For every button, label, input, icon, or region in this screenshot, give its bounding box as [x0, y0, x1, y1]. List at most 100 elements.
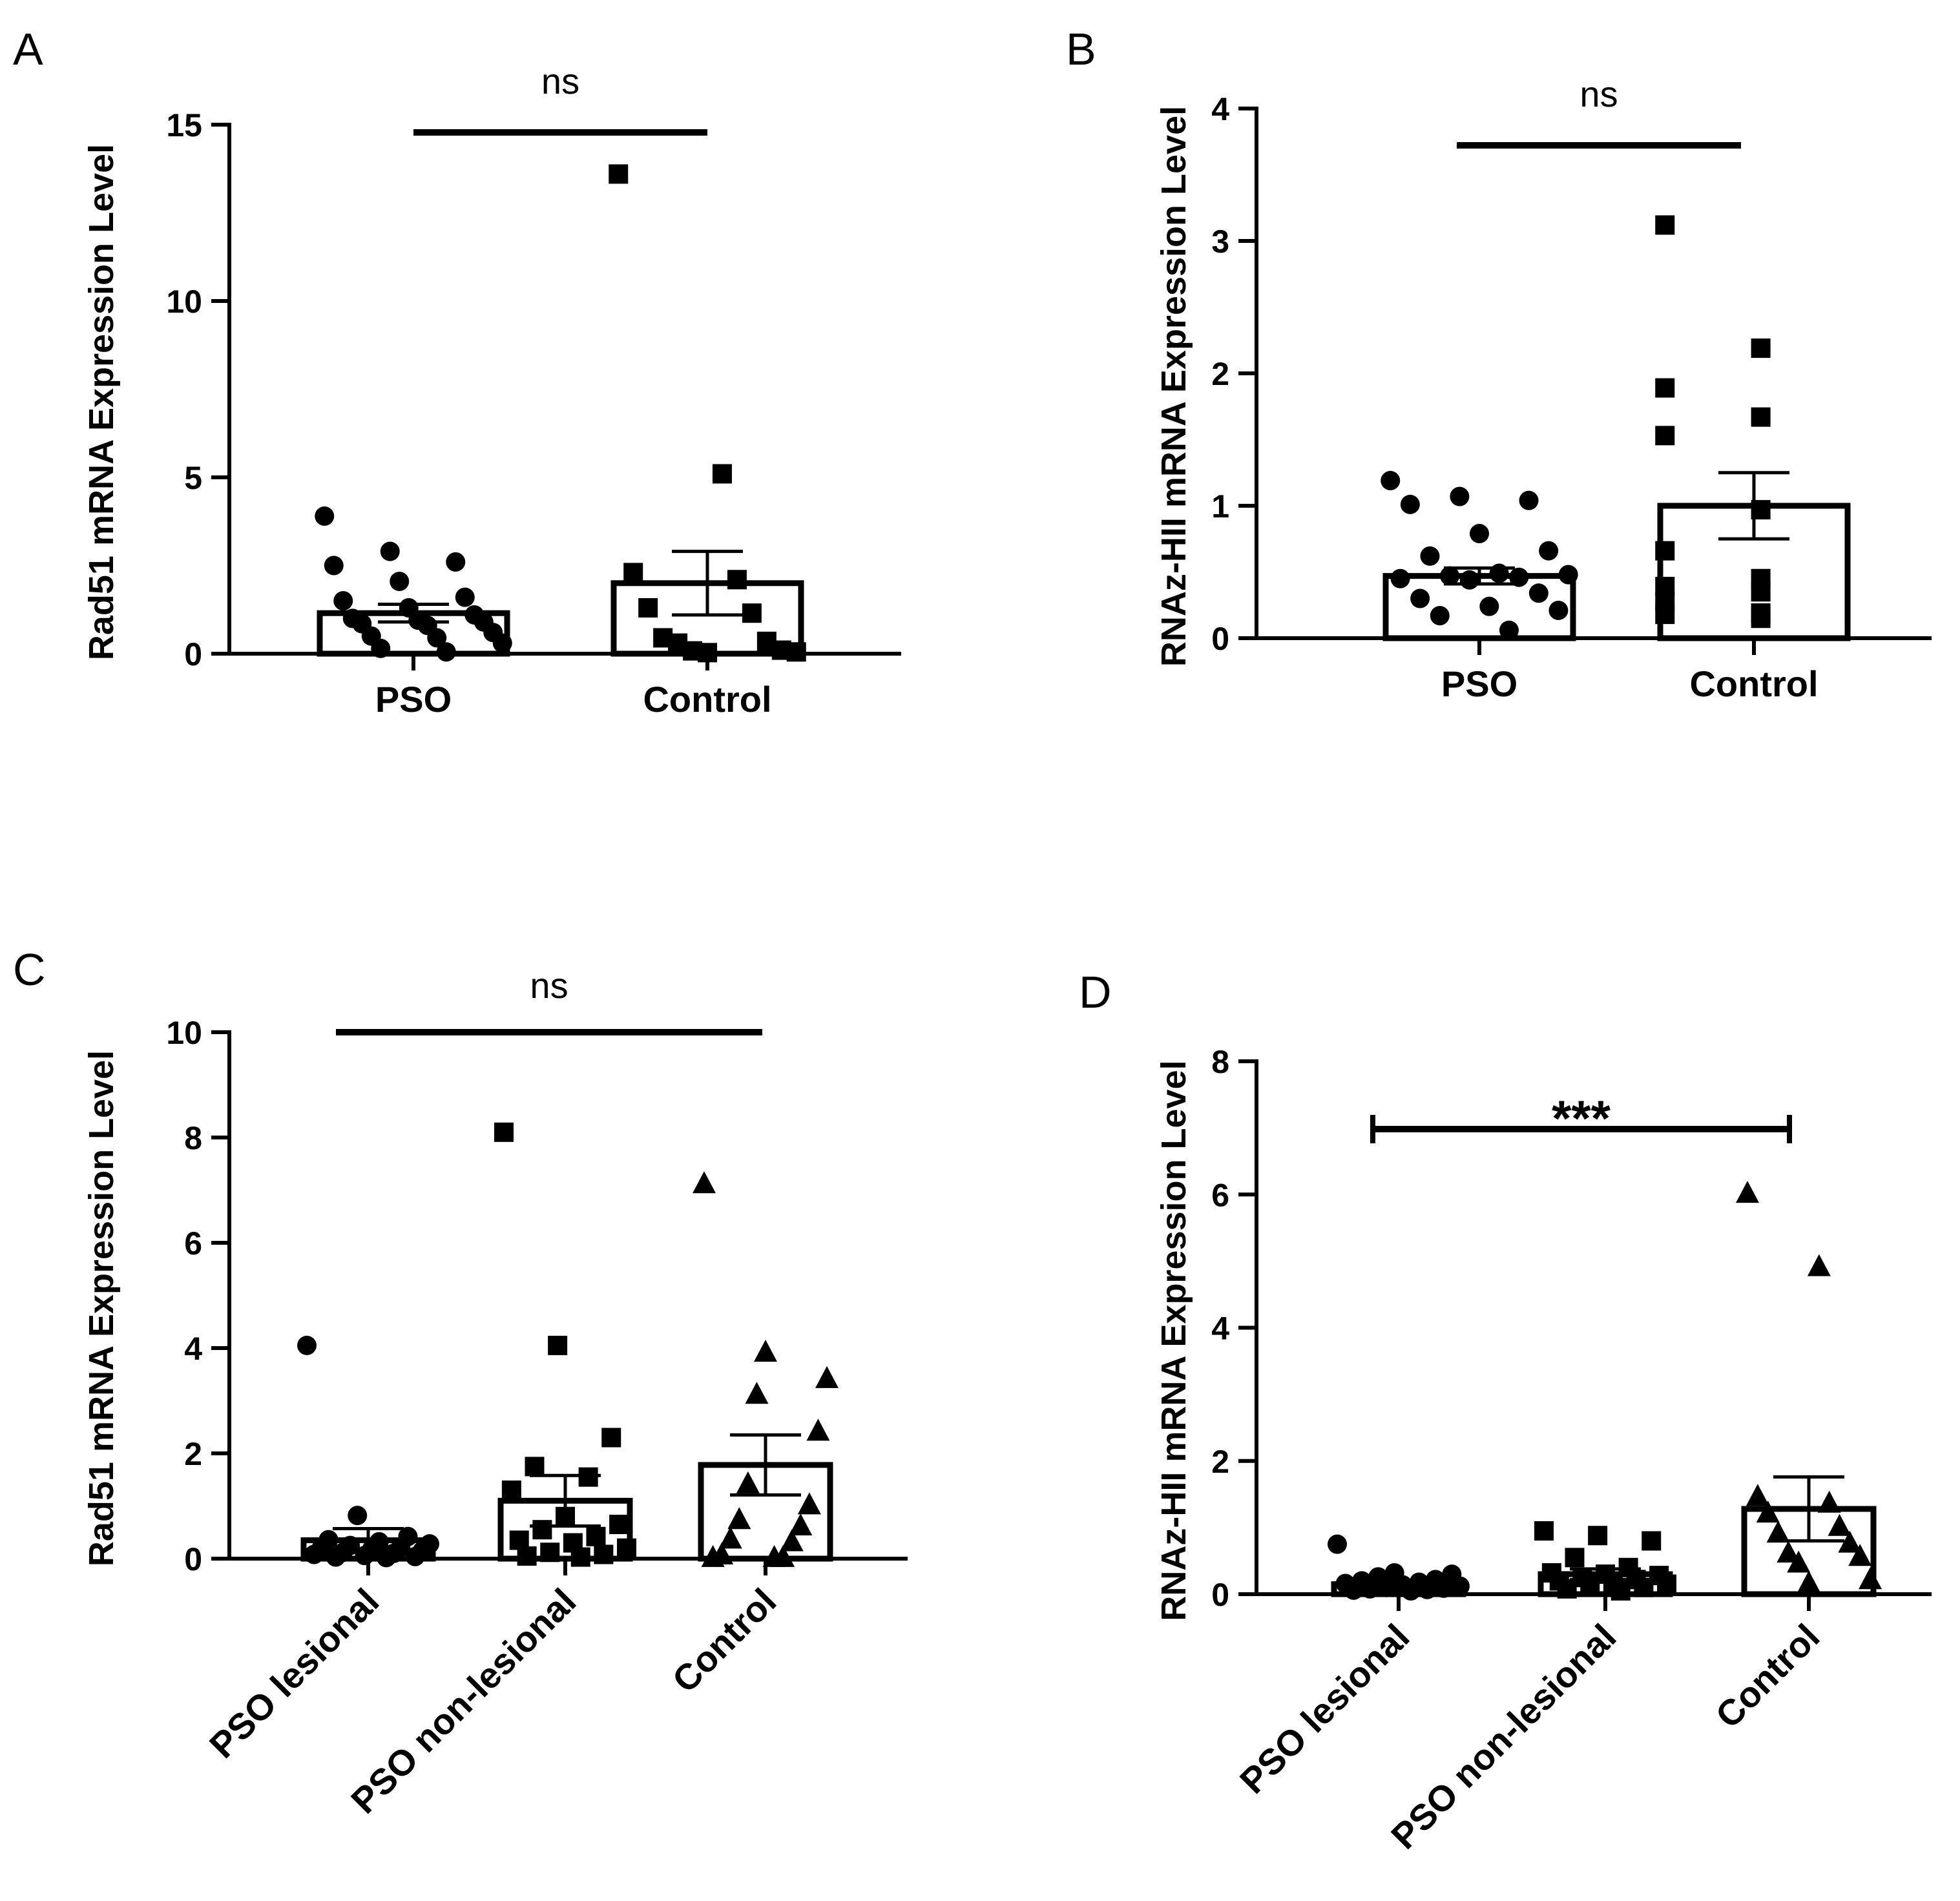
y-tick-label: 3 [1211, 223, 1229, 260]
data-point [455, 587, 475, 607]
data-point [601, 1428, 621, 1448]
data-point [727, 1507, 751, 1530]
data-point [745, 1382, 769, 1404]
data-point [1459, 570, 1479, 590]
group-pso [315, 506, 512, 662]
data-point [492, 633, 512, 653]
y-tick-label: 0 [184, 1541, 202, 1577]
data-point [693, 1171, 716, 1194]
data-point [623, 563, 643, 583]
y-tick-label: 10 [166, 284, 202, 320]
data-point [1848, 1544, 1872, 1566]
data-point [797, 1492, 821, 1515]
data-point [1736, 1181, 1759, 1203]
y-tick-label: 2 [1211, 1444, 1229, 1480]
y-axis-label: RNAz-HII mRNA Expression Level [1154, 1060, 1193, 1621]
data-point [1519, 490, 1539, 510]
data-point [380, 541, 400, 561]
significance-label: *** [1552, 1090, 1611, 1147]
data-point [1657, 1574, 1676, 1594]
data-point [1655, 215, 1675, 235]
data-point [348, 1506, 368, 1526]
significance-label: ns [530, 965, 568, 1006]
y-tick-label: 2 [1211, 356, 1229, 392]
x-tick-label: PSO lesional [202, 1581, 387, 1766]
data-point [1381, 471, 1401, 491]
data-point [1479, 596, 1499, 616]
group-control [693, 1171, 839, 1567]
data-point [754, 1340, 777, 1362]
data-point [446, 552, 466, 572]
panel-c: C Rad51 mRNA Expression Level 0 2 4 6 8 10 PSO l… [13, 944, 908, 1821]
data-point [517, 1546, 537, 1566]
data-point [297, 1335, 317, 1355]
x-tick-label: PSO lesional [1232, 1616, 1417, 1802]
group-control [1655, 215, 1851, 641]
y-tick-label: 2 [184, 1436, 202, 1472]
data-point [501, 1480, 521, 1501]
data-point [815, 1366, 839, 1388]
data-point [1751, 582, 1771, 602]
data-point [532, 1520, 552, 1540]
data-point [1499, 620, 1519, 640]
data-point [578, 1467, 598, 1487]
data-point [1410, 588, 1430, 608]
data-point [405, 1546, 425, 1566]
group-pso-non-lesional [494, 1122, 636, 1567]
panel-letter: B [1066, 24, 1096, 74]
panel-a: A Rad51 mRNA Expression Level 0 5 10 15 PSO Con… [13, 24, 901, 720]
data-point [1611, 1581, 1631, 1601]
data-point [1751, 500, 1771, 520]
data-point [712, 464, 732, 484]
data-point [1400, 494, 1420, 514]
data-point [780, 1529, 804, 1552]
data-point [1588, 1526, 1608, 1546]
data-point [556, 1506, 575, 1526]
x-tick-label: Control [1707, 1616, 1827, 1736]
data-point [1751, 338, 1771, 358]
data-point [1470, 524, 1489, 544]
significance-label: ns [541, 61, 579, 101]
data-point [1777, 1541, 1800, 1563]
group-pso-lesional [1328, 1534, 1470, 1601]
data-point [1420, 546, 1440, 566]
data-point [1828, 1513, 1851, 1536]
data-point [1766, 1521, 1790, 1543]
panel-letter: D [1079, 967, 1112, 1017]
data-point [1489, 563, 1509, 583]
y-tick-label: 0 [1211, 1577, 1229, 1613]
y-tick-label: 8 [184, 1120, 202, 1156]
data-point [1450, 486, 1470, 506]
x-tick-label: PSO [375, 679, 452, 720]
data-point [638, 598, 658, 618]
data-point [1440, 566, 1460, 586]
data-point [1528, 583, 1548, 603]
data-point [1328, 1534, 1347, 1554]
data-point [427, 628, 447, 648]
group-pso [1381, 471, 1578, 641]
x-tick-label: PSO non-lesional [1383, 1616, 1623, 1856]
data-point [736, 1471, 760, 1493]
data-point [355, 1546, 375, 1566]
panel-d: D RNAz-HII mRNA Expression Level 0 2 4 6 8 PSO … [1079, 967, 1932, 1856]
data-point [617, 1538, 636, 1558]
data-point [1655, 605, 1675, 625]
data-point [304, 1544, 324, 1564]
y-tick-label: 6 [184, 1225, 202, 1262]
data-point [1539, 541, 1559, 561]
data-point [1642, 1531, 1662, 1551]
y-tick-label: 4 [1211, 1311, 1229, 1347]
y-axis-label: RNAz-HII mRNA Expression Level [1154, 106, 1193, 667]
data-point [1817, 1490, 1841, 1513]
data-point [594, 1544, 614, 1564]
panel-b: B RNAz-HII mRNA Expression Level 0 1 2 3 4 PSO C… [1066, 24, 1932, 704]
x-tick-label: Control [1689, 663, 1818, 704]
data-point [525, 1457, 545, 1477]
data-point [609, 1515, 629, 1535]
data-point [1509, 567, 1529, 587]
data-point [1756, 1501, 1780, 1523]
y-tick-label: 0 [1211, 621, 1229, 657]
data-point [548, 1335, 568, 1355]
y-tick-label: 10 [166, 1015, 202, 1051]
